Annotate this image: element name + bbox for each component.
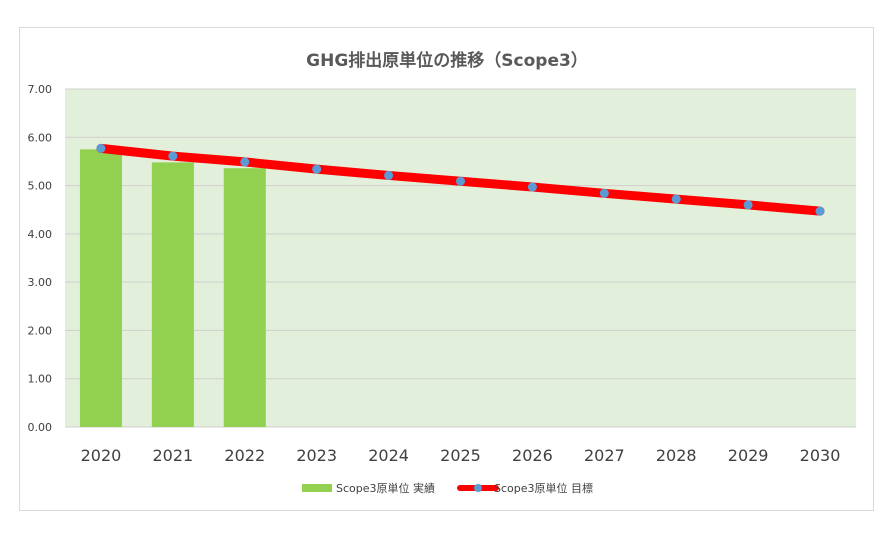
bar bbox=[79, 149, 122, 427]
x-tick-label: 2027 bbox=[584, 446, 625, 465]
bar bbox=[151, 162, 194, 427]
legend-swatch-marker bbox=[474, 484, 482, 492]
x-tick-label: 2029 bbox=[728, 446, 769, 465]
legend-swatch-bar bbox=[302, 484, 332, 492]
legend-label-target: Scope3原単位 目標 bbox=[494, 481, 593, 495]
x-tick-label: 2024 bbox=[368, 446, 409, 465]
y-tick-label: 3.00 bbox=[28, 276, 53, 289]
y-tick-label: 2.00 bbox=[28, 324, 53, 337]
chart-title: GHG排出原単位の推移（Scope3） bbox=[306, 50, 588, 71]
y-tick-label: 7.00 bbox=[28, 83, 53, 96]
line-marker bbox=[527, 182, 537, 192]
line-marker bbox=[456, 176, 465, 186]
line-marker bbox=[96, 143, 106, 153]
line-marker bbox=[312, 164, 322, 174]
x-tick-label: 2020 bbox=[81, 446, 122, 465]
line-marker bbox=[240, 157, 250, 167]
y-tick-label: 1.00 bbox=[28, 373, 53, 386]
y-tick-label: 4.00 bbox=[28, 228, 53, 241]
plot-area bbox=[65, 89, 856, 427]
legend: Scope3原単位 実績 Scope3原単位 目標 bbox=[302, 481, 593, 495]
x-tick-label: 2021 bbox=[153, 446, 194, 465]
x-tick-label: 2025 bbox=[440, 446, 481, 465]
y-tick-label: 6.00 bbox=[28, 131, 53, 144]
x-tick-label: 2022 bbox=[224, 446, 265, 465]
x-tick-label: 2030 bbox=[800, 446, 841, 465]
line-marker bbox=[384, 170, 394, 180]
bar-series bbox=[79, 149, 266, 427]
line-marker bbox=[815, 206, 825, 216]
x-tick-label: 2023 bbox=[296, 446, 337, 465]
y-tick-label: 5.00 bbox=[28, 180, 53, 193]
bar bbox=[223, 168, 266, 427]
line-series bbox=[96, 143, 825, 216]
x-tick-label: 2028 bbox=[656, 446, 697, 465]
x-axis: 2020 2021 2022 2023 2024 2025 2026 2027 2028 2029… bbox=[81, 446, 841, 465]
y-tick-label: 0.00 bbox=[28, 421, 53, 434]
line-marker bbox=[168, 151, 178, 161]
line-marker bbox=[599, 188, 609, 198]
line-marker bbox=[743, 200, 753, 210]
legend-label-actual: Scope3原単位 実績 bbox=[336, 481, 435, 495]
line-marker bbox=[671, 194, 681, 204]
y-axis: 0.00 1.00 2.00 3.00 4.00 5.00 6.00 7.00 bbox=[28, 83, 53, 434]
x-tick-label: 2026 bbox=[512, 446, 553, 465]
